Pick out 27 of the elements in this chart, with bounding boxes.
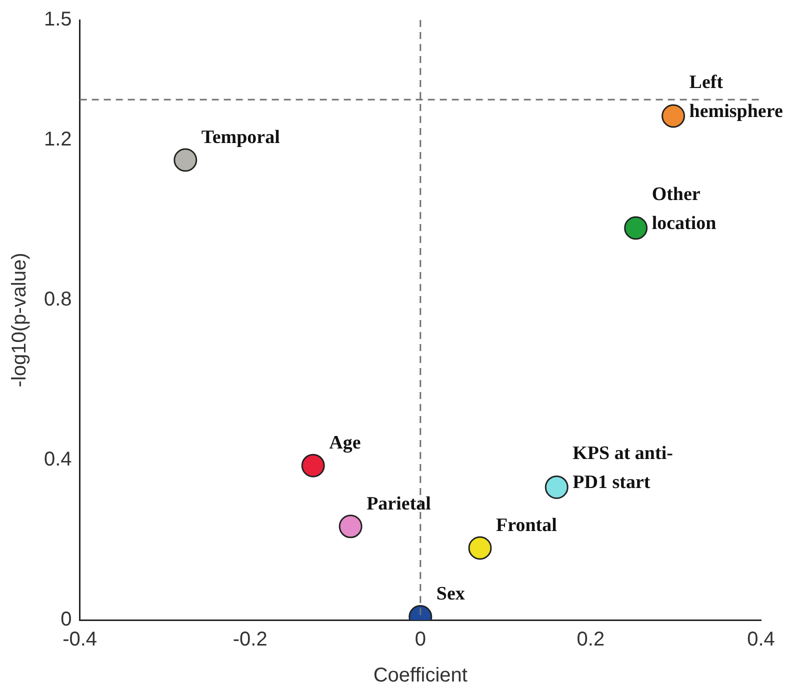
y-tick-label: 0 [60,608,72,631]
annotation: Frontal [496,514,557,536]
point [338,514,362,538]
x-tick-label: -0.4 [62,628,98,651]
y-tick-label: 0.4 [44,448,72,471]
annotation: Parietal [366,493,431,514]
y-tick-label: 1.2 [44,128,72,151]
point [301,454,325,478]
x-tick-label: 0 [414,628,426,651]
point [624,216,648,240]
annotation: Left hemisphere [689,72,783,122]
annotation: Sex [436,584,466,605]
point [174,148,198,172]
y-tick-label: 1.5 [44,8,72,31]
point [468,536,492,560]
point [544,475,568,499]
y-axis-title: -log10(p-value) [8,252,31,388]
annotation: Other location [652,184,717,234]
annotation: Age [329,432,361,454]
y-tick-label: 0.8 [44,288,72,311]
x-tick-label: 0.2 [576,628,605,651]
x-axis-title: Coefficient [373,664,468,687]
x-tick-label: 0.4 [747,628,775,651]
annotation: KPS at anti- PD1 start [572,443,673,494]
x-tick-label: -0.2 [232,628,268,651]
point [662,104,686,128]
annotation: Temporal [201,126,280,148]
